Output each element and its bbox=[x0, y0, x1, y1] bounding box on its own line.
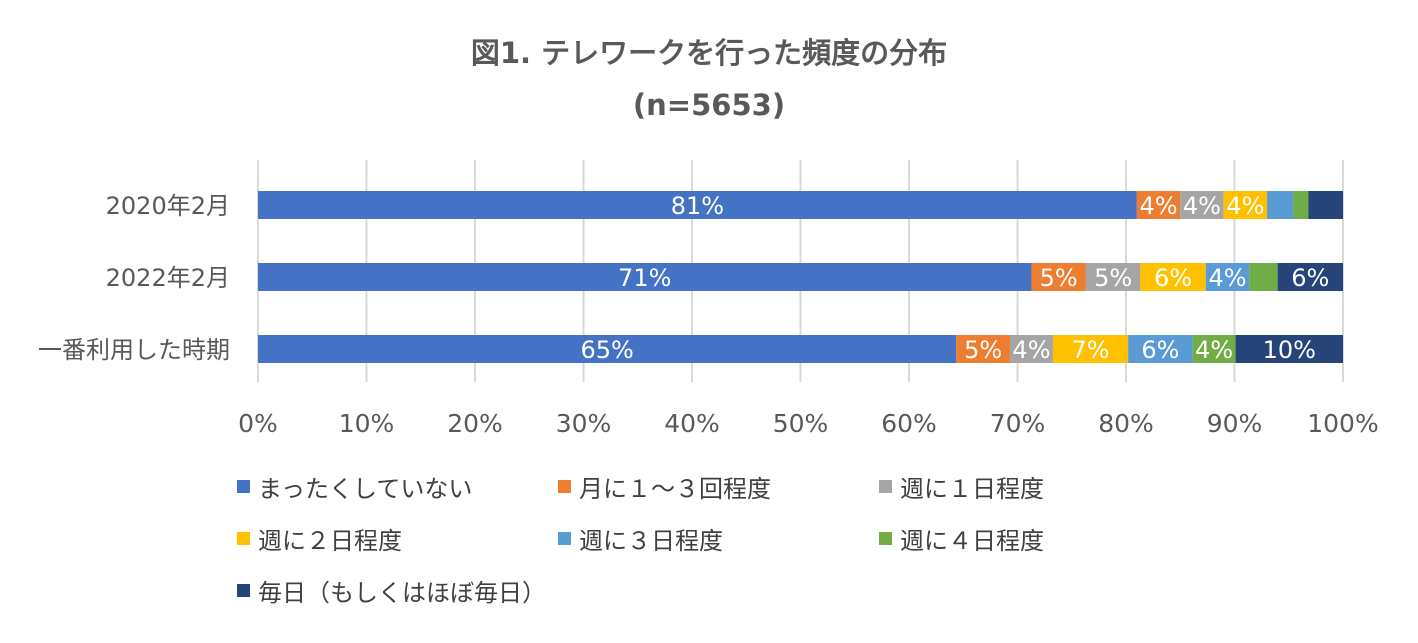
x-tick-label: 80% bbox=[1098, 409, 1154, 438]
bar-segment bbox=[1293, 191, 1309, 219]
bar-segment bbox=[258, 263, 1032, 291]
category-label: 2022年2月 bbox=[106, 264, 230, 292]
bar-segment bbox=[1192, 335, 1236, 363]
bar-segment bbox=[1140, 263, 1206, 291]
bar-segment bbox=[1277, 263, 1343, 291]
x-tick-label: 90% bbox=[1207, 409, 1263, 438]
bar-segment bbox=[1128, 335, 1193, 363]
data-label: 81% bbox=[671, 192, 724, 220]
bar-segment bbox=[1052, 335, 1129, 363]
category-label: 2020年2月 bbox=[106, 192, 230, 220]
x-tick-label: 30% bbox=[556, 409, 612, 438]
bar-segment bbox=[258, 335, 957, 363]
bar-segment bbox=[1136, 191, 1181, 219]
chart-title: 図1. テレワークを行った頻度の分布 bbox=[470, 36, 948, 70]
bar-segment bbox=[1085, 263, 1141, 291]
x-tick-label: 50% bbox=[773, 409, 829, 438]
data-label: 7% bbox=[1072, 336, 1110, 364]
bar-segment bbox=[1205, 263, 1250, 291]
x-tick-label: 40% bbox=[664, 409, 720, 438]
data-label: 5% bbox=[964, 336, 1002, 364]
data-label: 4% bbox=[1183, 192, 1221, 220]
bar-segment bbox=[1180, 191, 1224, 219]
x-tick-label: 100% bbox=[1307, 409, 1378, 438]
data-label: 71% bbox=[618, 264, 671, 292]
x-tick-label: 10% bbox=[339, 409, 395, 438]
data-label: 4% bbox=[1140, 192, 1178, 220]
data-label: 10% bbox=[1263, 336, 1316, 364]
data-label: 65% bbox=[580, 336, 633, 364]
data-label: 6% bbox=[1291, 264, 1329, 292]
bar-segment bbox=[1267, 191, 1294, 219]
data-label: 5% bbox=[1040, 264, 1078, 292]
category-label: 一番利用した時期 bbox=[38, 336, 230, 364]
chart-subtitle: (n=5653) bbox=[632, 88, 786, 122]
bar-segment bbox=[956, 335, 1010, 363]
data-label: 4% bbox=[1012, 336, 1050, 364]
x-tick-label: 0% bbox=[238, 409, 278, 438]
data-label: 4% bbox=[1195, 336, 1233, 364]
data-label: 5% bbox=[1094, 264, 1132, 292]
bar-segment bbox=[1223, 191, 1268, 219]
data-label: 6% bbox=[1141, 336, 1179, 364]
data-label: 4% bbox=[1208, 264, 1246, 292]
bar-segment bbox=[1009, 335, 1053, 363]
data-label: 6% bbox=[1154, 264, 1192, 292]
bar-segment bbox=[1031, 263, 1086, 291]
x-tick-label: 60% bbox=[881, 409, 937, 438]
x-tick-label: 20% bbox=[447, 409, 503, 438]
bar-segment bbox=[258, 191, 1137, 219]
bar-segment bbox=[1308, 191, 1343, 219]
bar-segment bbox=[1249, 263, 1278, 291]
data-label: 4% bbox=[1226, 192, 1264, 220]
bar-segment bbox=[1235, 335, 1343, 363]
x-tick-label: 70% bbox=[990, 409, 1046, 438]
